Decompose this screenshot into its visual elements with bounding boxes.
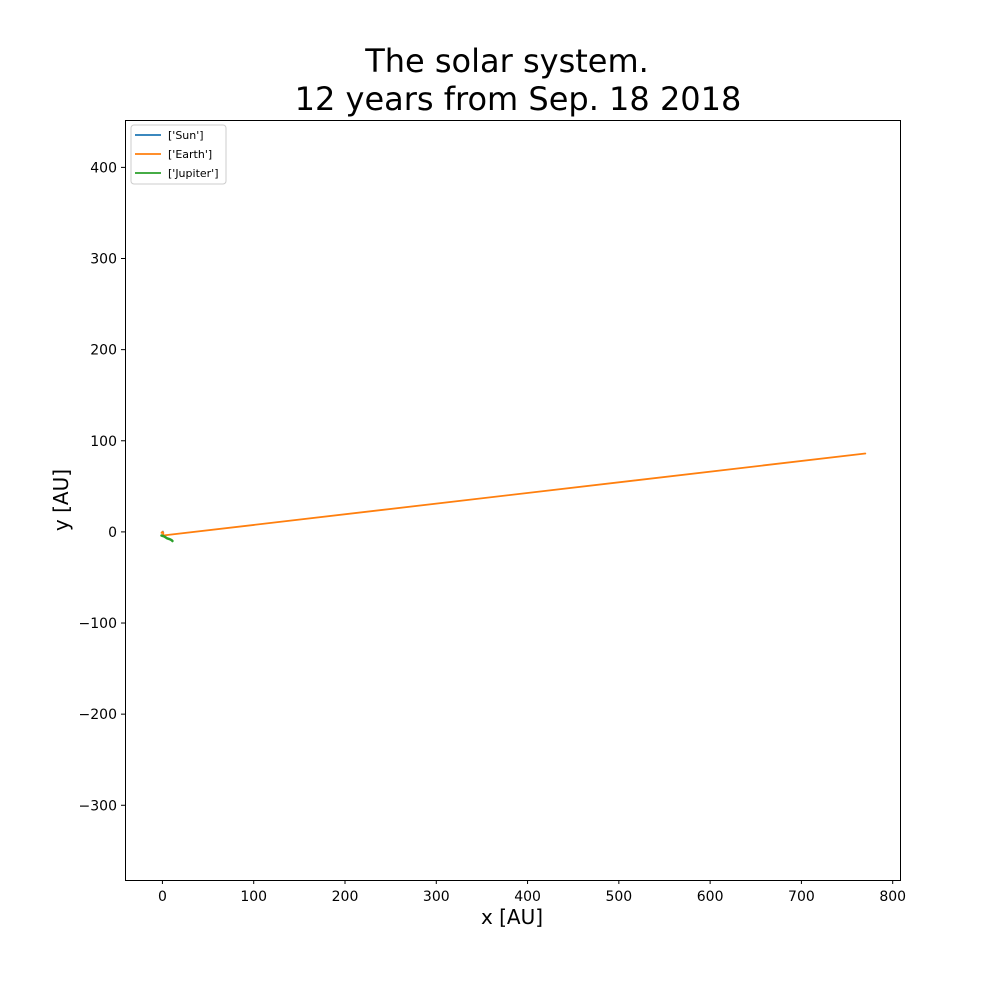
series-line-1: [160, 452, 867, 537]
legend: ['Sun'] ['Earth'] ['Jupiter']: [130, 124, 227, 185]
series-layer: [160, 452, 867, 543]
y-tick-label: 100: [90, 434, 117, 450]
series-line-2: [160, 534, 174, 543]
x-tick-label: 500: [605, 889, 632, 905]
chart-title-line1: The solar system.: [364, 42, 649, 80]
y-tick-label: −100: [79, 616, 117, 632]
legend-box: [130, 124, 227, 185]
chart-title-line2: 12 years from Sep. 18 2018: [295, 80, 742, 118]
legend-label: ['Jupiter']: [168, 167, 219, 180]
x-axis-ticks: 0 100 200 300 400 500 600 700 800: [158, 880, 906, 905]
legend-label: ['Earth']: [168, 148, 212, 161]
y-tick-label: 200: [90, 343, 117, 359]
y-axis-ticks: −300 −200 −100 0 100 200 300 400: [79, 160, 125, 814]
x-tick-label: 200: [332, 889, 359, 905]
x-tick-label: 600: [697, 889, 724, 905]
x-tick-label: 300: [423, 889, 450, 905]
x-tick-label: 100: [240, 889, 267, 905]
y-tick-label: 0: [108, 525, 117, 541]
y-tick-label: −200: [79, 707, 117, 723]
x-axis-label: x [AU]: [481, 905, 543, 929]
x-tick-label: 400: [514, 889, 541, 905]
y-tick-label: 400: [90, 160, 117, 176]
y-tick-label: −300: [79, 798, 117, 814]
x-tick-label: 800: [879, 889, 906, 905]
legend-label: ['Sun']: [168, 129, 204, 142]
y-axis-label: y [AU]: [49, 469, 73, 531]
x-tick-label: 700: [788, 889, 815, 905]
y-tick-label: 300: [90, 252, 117, 268]
x-tick-label: 0: [158, 889, 167, 905]
plot-frame: [125, 120, 901, 881]
